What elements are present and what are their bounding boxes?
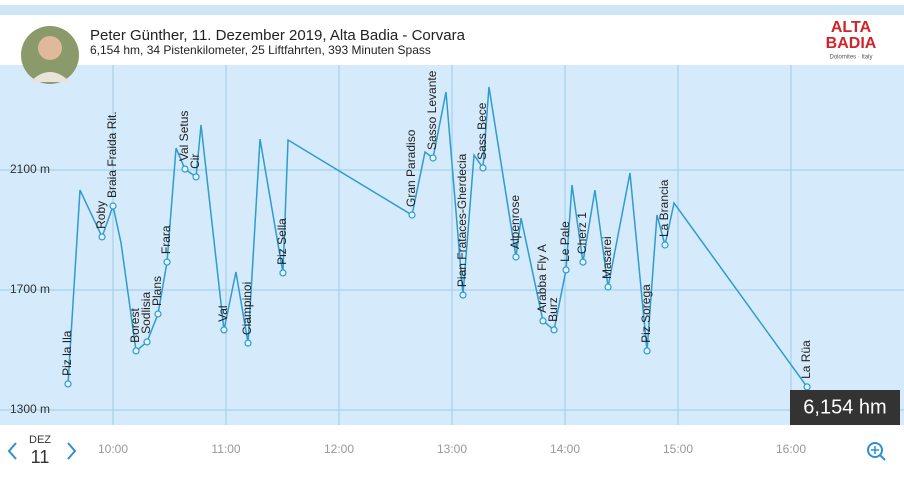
logo-line: ALTA xyxy=(831,19,872,36)
point-marker xyxy=(429,154,437,162)
point-marker xyxy=(459,291,467,299)
point-marker xyxy=(192,173,200,181)
point-label: Le Pale xyxy=(558,221,572,262)
point-marker xyxy=(643,347,651,355)
point-label: Val xyxy=(216,305,230,321)
point-label: Cherz 1 xyxy=(575,212,589,254)
plot: 10:00 11:00 12:00 13:00 14:00 15:00 16:00 1300 … xyxy=(0,65,904,456)
point-marker xyxy=(803,383,811,391)
zoom-handle xyxy=(879,454,886,461)
point-label: Alpenrose xyxy=(508,195,522,249)
zoom-circle xyxy=(867,442,883,458)
point-marker xyxy=(154,310,162,318)
month: DEZ xyxy=(29,434,51,446)
point-label: Roby xyxy=(94,201,108,229)
point-marker xyxy=(539,317,547,325)
avatar-face xyxy=(38,36,62,60)
prev-day[interactable] xyxy=(7,442,17,460)
logo-tagline: Dolomites · Italy xyxy=(829,55,872,61)
day: 11 xyxy=(31,447,50,467)
point-marker xyxy=(220,326,228,334)
point-marker xyxy=(64,380,72,388)
y-tick-label: 2100 m xyxy=(10,162,50,176)
x-tick-label: 15:00 xyxy=(663,442,693,456)
badge-text: 6,154 hm xyxy=(803,396,886,418)
point-marker xyxy=(143,338,151,346)
title: Peter Günther, 11. Dezember 2019, Alta B… xyxy=(90,27,466,44)
point-label: Sodlisia xyxy=(139,292,153,334)
avatar-body xyxy=(30,72,70,82)
point-label: Ciampinoi xyxy=(240,282,254,335)
point-marker xyxy=(604,283,612,291)
zoom-plus xyxy=(871,446,879,454)
y-tick-label: 1300 m xyxy=(10,402,50,416)
x-tick-label: 10:00 xyxy=(98,442,128,456)
top-strip xyxy=(0,5,904,15)
point-label: Val Setus xyxy=(177,111,191,161)
point-label: Braia Fraida Rit. xyxy=(105,111,119,198)
logo-line: BADIA xyxy=(826,35,877,52)
point-marker xyxy=(408,211,416,219)
point-label: Piz Sella xyxy=(275,218,289,265)
point-marker xyxy=(661,241,669,249)
point-marker xyxy=(550,326,558,334)
point-label: Plans xyxy=(150,276,164,306)
point-label: Masarei xyxy=(600,236,614,279)
point-marker xyxy=(98,233,106,241)
point-label: Sass Bece xyxy=(475,102,489,160)
point-label: Arabba Fly A xyxy=(535,244,549,313)
point-label: Borest xyxy=(128,308,142,343)
point-label: Sasso Levante xyxy=(425,70,439,150)
point-label: Pian Frataces-Gherdecia xyxy=(455,153,469,287)
point-marker xyxy=(512,253,520,261)
y-tick-label: 1700 m xyxy=(10,282,50,296)
next-day[interactable] xyxy=(67,442,77,460)
point-marker xyxy=(132,347,140,355)
point-marker xyxy=(579,258,587,266)
elevation-line xyxy=(67,86,808,388)
point-label: Piz Sorega xyxy=(639,284,653,343)
point-label: Burz xyxy=(546,297,560,322)
point-marker xyxy=(244,339,252,347)
point-marker xyxy=(181,165,189,173)
point-label: La Rüa xyxy=(799,340,813,379)
point-marker xyxy=(163,258,171,266)
point-label: La Brancia xyxy=(657,179,671,237)
point-marker xyxy=(479,164,487,172)
zoom-button[interactable] xyxy=(867,442,886,461)
point-label: Piz la Ila xyxy=(60,330,74,376)
badge xyxy=(790,390,900,425)
point-marker xyxy=(279,269,287,277)
subtitle: 6,154 hm, 34 Pistenkilometer, 25 Liftfah… xyxy=(90,43,431,57)
point-marker xyxy=(109,202,117,210)
point-label: Cir xyxy=(188,154,202,169)
point-label: Gran Paradiso xyxy=(404,129,418,207)
x-tick-label: 11:00 xyxy=(211,442,240,456)
x-tick-label: 12:00 xyxy=(324,442,354,456)
x-tick-label: 13:00 xyxy=(437,442,467,456)
point-marker xyxy=(562,266,570,274)
x-tick-label: 16:00 xyxy=(776,442,806,456)
point-label: Frara xyxy=(159,225,173,254)
x-tick-label: 14:00 xyxy=(550,442,580,456)
